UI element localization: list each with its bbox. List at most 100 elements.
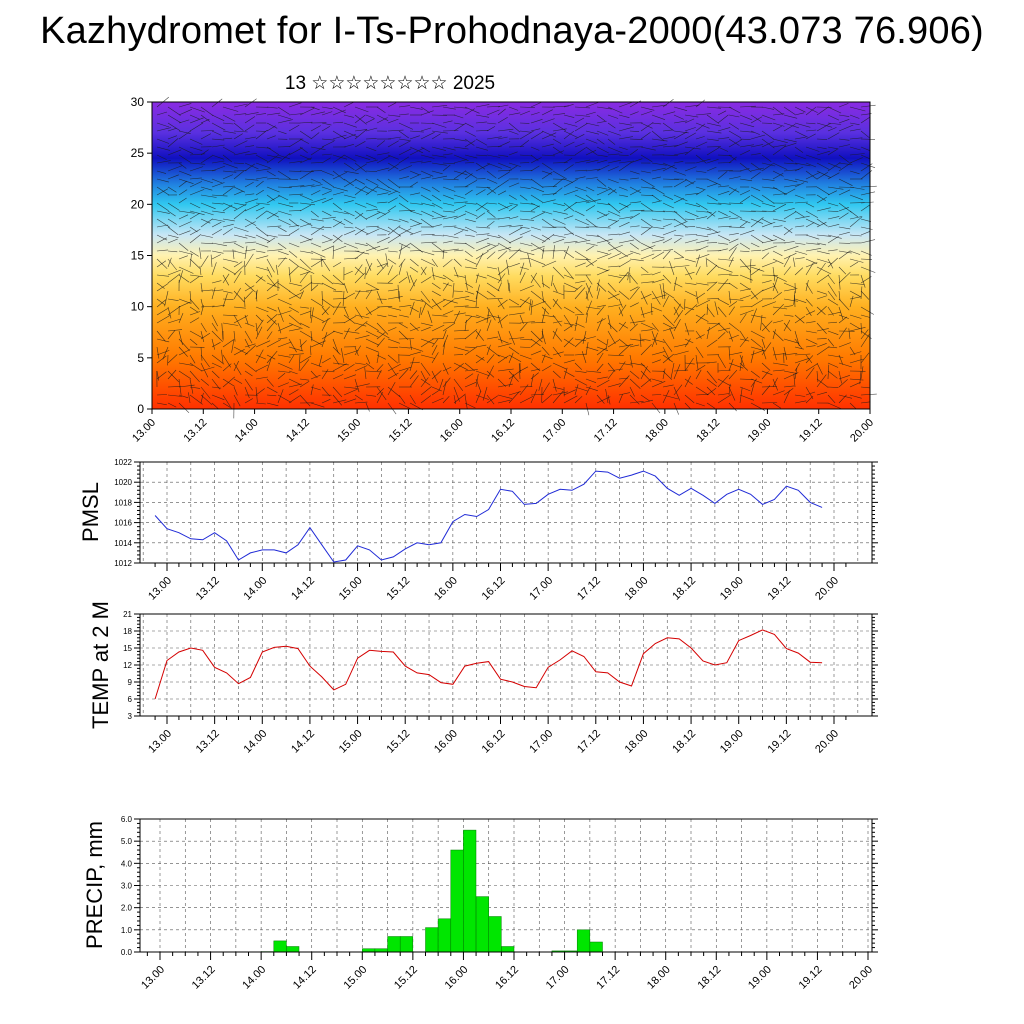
wind-barb — [519, 230, 531, 236]
wind-barb — [750, 266, 765, 272]
wind-barb — [244, 314, 249, 325]
wind-barb — [607, 290, 619, 301]
wind-barb — [783, 319, 791, 332]
wind-barb — [684, 202, 701, 208]
wind-barb — [442, 202, 454, 206]
wind-barb — [816, 274, 830, 284]
wind-barb — [717, 266, 733, 273]
wind-barb — [178, 338, 190, 351]
wind-barb — [453, 310, 461, 324]
wind-barb — [574, 186, 587, 192]
wind-barb — [640, 281, 655, 284]
wind-barb — [354, 321, 368, 332]
wind-barb — [805, 172, 821, 180]
wind-barb — [541, 365, 552, 372]
wind-barb — [310, 146, 324, 156]
wind-barb — [860, 366, 864, 380]
wind-barb — [728, 130, 742, 139]
wind-barb — [189, 378, 194, 394]
wind-barb — [288, 185, 305, 188]
wind-barb — [629, 189, 641, 196]
wind-barb — [519, 396, 534, 404]
wind-barb — [849, 322, 861, 330]
wind-barb — [827, 338, 835, 347]
wind-barb — [200, 210, 214, 216]
wind-barb — [629, 177, 640, 180]
wind-barb — [607, 265, 620, 268]
wind-barb — [299, 378, 310, 381]
wind-barb — [605, 338, 609, 350]
wind-barb — [189, 298, 200, 310]
wind-barb — [464, 189, 473, 196]
wind-barb — [288, 139, 302, 148]
wind-barb — [288, 370, 298, 375]
wind-barb — [343, 200, 354, 204]
wind-barb — [574, 106, 591, 109]
wind-barb — [728, 217, 739, 220]
wind-barb — [156, 146, 171, 151]
wind-barb — [475, 370, 490, 377]
wind-barb — [211, 182, 225, 188]
wind-barb — [244, 285, 255, 292]
wind-barb — [497, 273, 506, 284]
precip-bars — [260, 829, 603, 953]
wind-barb — [629, 149, 638, 156]
wind-barb — [233, 170, 245, 180]
wind-barb — [365, 245, 381, 252]
wind-barb — [233, 265, 245, 276]
wind-barb — [684, 322, 690, 336]
wind-barb — [816, 172, 829, 180]
wind-barb — [585, 122, 600, 127]
wind-barb — [277, 154, 290, 160]
wind-barb — [651, 250, 662, 252]
wind-barb — [211, 130, 222, 136]
wind-barb — [167, 106, 181, 116]
wind-barb — [266, 402, 279, 407]
wind-barb — [739, 258, 750, 271]
wind-barb — [717, 374, 729, 388]
wind-barb — [508, 106, 519, 111]
precip-bar — [450, 849, 464, 953]
wind-barb — [519, 266, 529, 270]
wind-barb — [761, 386, 777, 388]
wind-barb — [541, 118, 555, 124]
wind-barb — [354, 394, 363, 401]
wind-barb — [508, 205, 518, 212]
wind-barb — [618, 392, 630, 396]
wind-barb — [244, 221, 256, 228]
wind-barb — [860, 226, 873, 230]
wind-barb — [717, 394, 732, 404]
wind-barb — [189, 311, 201, 316]
wind-barb — [442, 329, 447, 340]
wind-barb — [739, 288, 751, 292]
wind-barb — [684, 104, 700, 108]
wind-barb — [607, 202, 621, 214]
wind-barb — [816, 146, 827, 150]
wind-barb — [343, 154, 357, 162]
wind-barb — [695, 369, 702, 380]
wind-barb — [189, 122, 204, 132]
wind-barb — [343, 350, 359, 356]
wind-barb — [585, 300, 592, 316]
wind-barb — [761, 202, 776, 207]
wind-barb — [387, 129, 404, 132]
wind-barb — [178, 189, 188, 196]
wind-barb — [156, 234, 168, 241]
wind-barb — [354, 106, 369, 113]
wind-barb — [427, 310, 433, 324]
wind-barb — [464, 402, 476, 409]
wind-barb — [409, 181, 418, 188]
wind-barb — [585, 168, 601, 172]
wind-barb — [365, 159, 378, 164]
wind-barb — [530, 131, 544, 140]
wind-barb — [332, 298, 347, 300]
wind-barb — [508, 374, 514, 388]
wind-barb — [816, 138, 828, 140]
wind-barb — [849, 258, 864, 263]
wind-barb — [244, 234, 256, 239]
wind-barb — [376, 178, 390, 189]
wind-barb — [486, 308, 490, 324]
wind-barb — [156, 350, 170, 356]
wind-barb — [222, 314, 238, 317]
wind-barb — [519, 296, 530, 308]
